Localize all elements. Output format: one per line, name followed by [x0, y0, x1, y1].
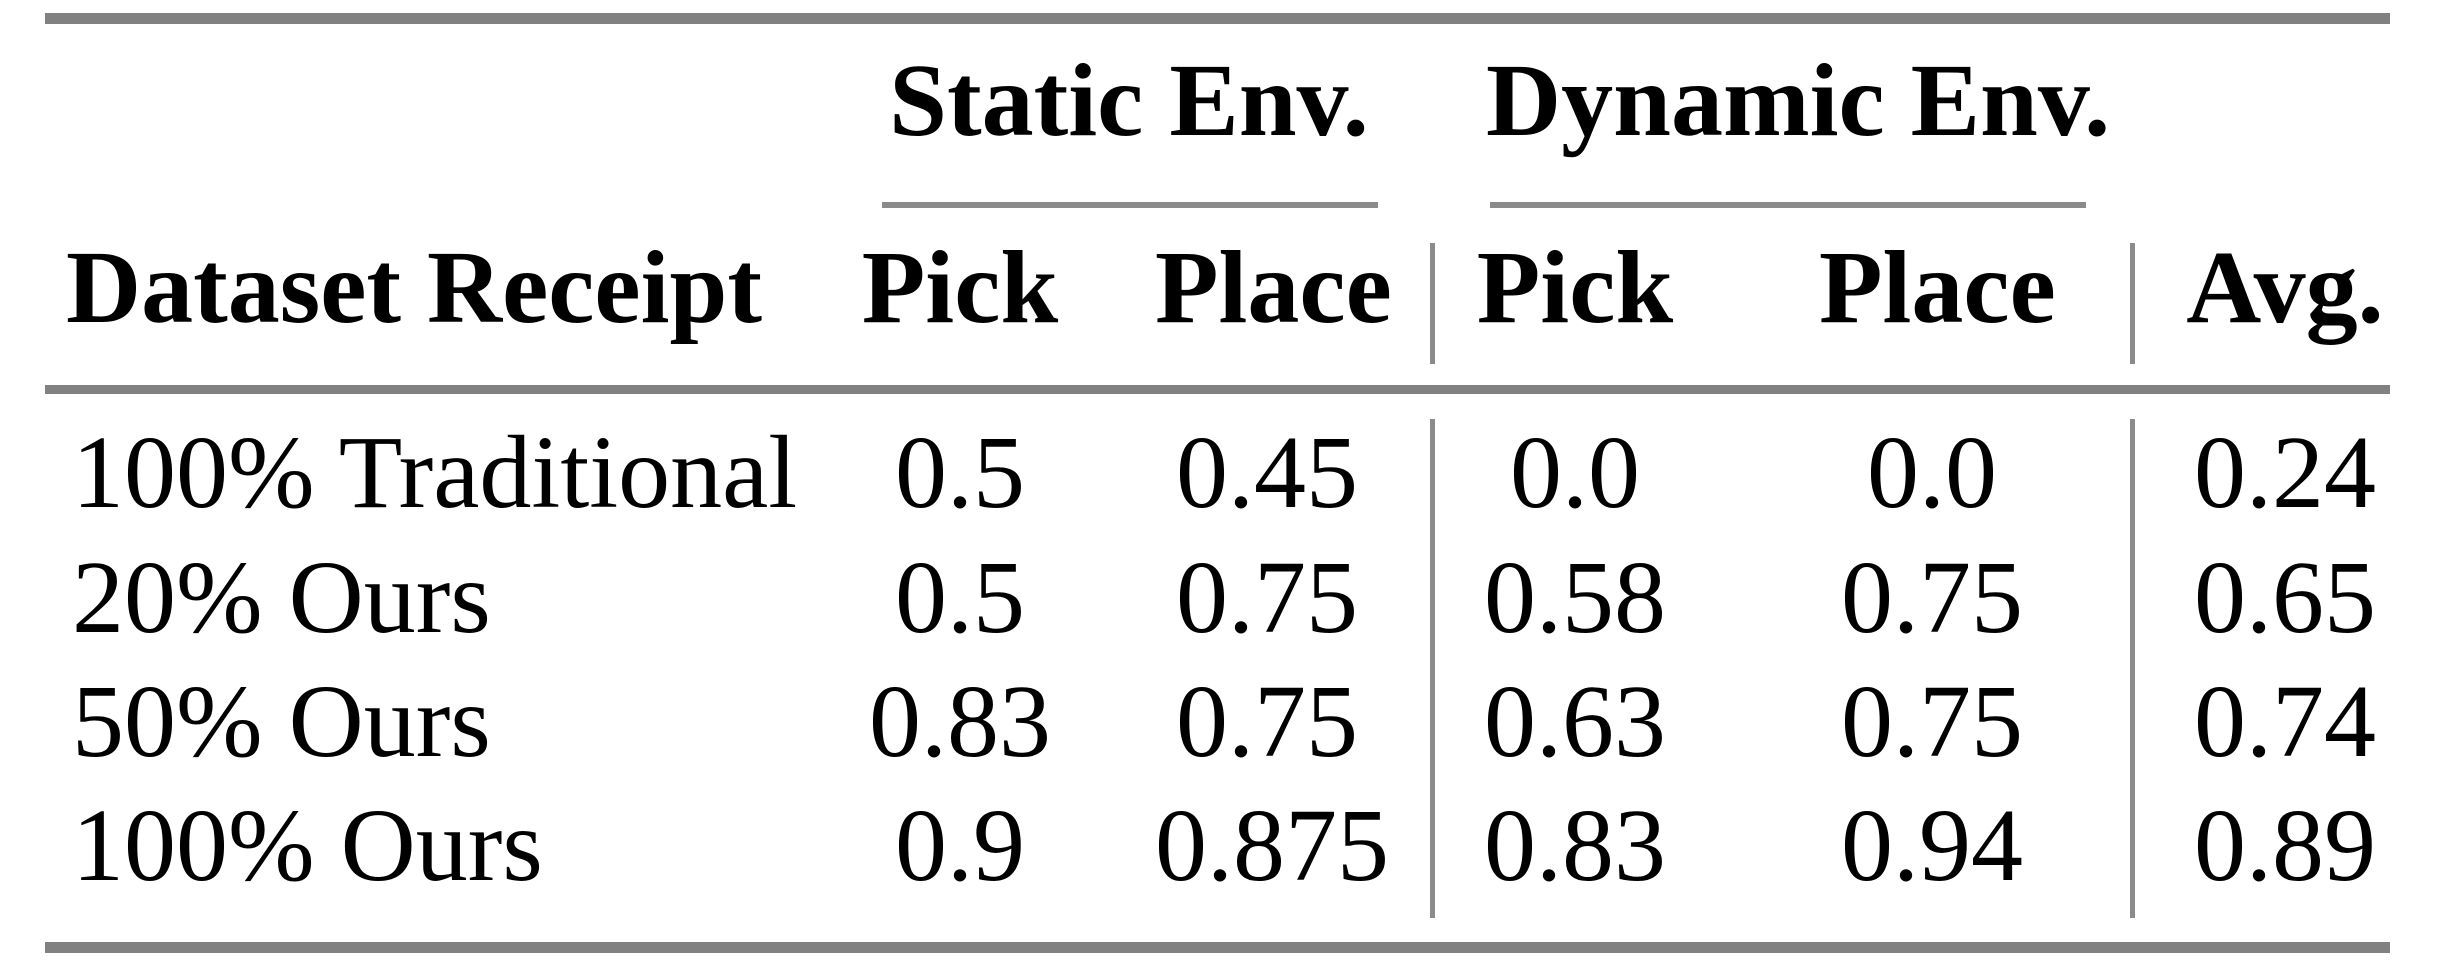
cell-dynamic-place: 0.75: [1841, 664, 2023, 779]
row-label: 100% Ours: [72, 788, 543, 903]
cell-avg: 0.89: [2194, 788, 2376, 903]
cell-static-place: 0.75: [1176, 664, 1358, 779]
divider-dynamic-avg-body: [2130, 419, 2135, 918]
row-label: 100% Traditional: [72, 415, 798, 530]
row-label: 20% Ours: [72, 540, 491, 655]
cell-dynamic-pick: 0.83: [1484, 788, 1666, 903]
cell-dynamic-pick: 0.58: [1484, 540, 1666, 655]
divider-static-dynamic-body: [1430, 419, 1435, 918]
divider-static-dynamic-header: [1430, 243, 1435, 364]
cell-static-pick: 0.9: [895, 788, 1025, 903]
group-header-static-env: Static Env.: [889, 43, 1369, 158]
divider-dynamic-avg-header: [2130, 243, 2135, 364]
dynamic-env-underline-rule: [1490, 202, 2086, 208]
cell-avg: 0.65: [2194, 540, 2376, 655]
cell-avg: 0.24: [2194, 415, 2376, 530]
cell-static-pick: 0.5: [895, 540, 1025, 655]
cell-static-place: 0.75: [1176, 540, 1358, 655]
cell-avg: 0.74: [2194, 664, 2376, 779]
cell-static-pick: 0.5: [895, 415, 1025, 530]
cell-dynamic-pick: 0.0: [1510, 415, 1640, 530]
column-header-dataset-receipt: Dataset Receipt: [66, 230, 762, 345]
cell-static-pick: 0.83: [869, 664, 1051, 779]
cell-static-place: 0.875: [1155, 788, 1389, 903]
row-label: 50% Ours: [72, 664, 491, 779]
column-header-static-pick: Pick: [861, 230, 1059, 345]
static-env-underline-rule: [882, 202, 1378, 208]
cell-dynamic-place: 0.0: [1867, 415, 1997, 530]
cell-static-place: 0.45: [1176, 415, 1358, 530]
header-bottom-rule: [45, 385, 2390, 394]
cell-dynamic-place: 0.75: [1841, 540, 2023, 655]
column-header-avg: Avg.: [2186, 230, 2384, 345]
cell-dynamic-place: 0.94: [1841, 788, 2023, 903]
table-bottom-rule: [45, 942, 2390, 953]
column-header-dynamic-place: Place: [1819, 230, 2056, 345]
column-header-static-place: Place: [1155, 230, 1392, 345]
column-header-dynamic-pick: Pick: [1476, 230, 1674, 345]
group-header-dynamic-env: Dynamic Env.: [1486, 43, 2111, 158]
table-top-rule: [45, 13, 2390, 24]
cell-dynamic-pick: 0.63: [1484, 664, 1666, 779]
